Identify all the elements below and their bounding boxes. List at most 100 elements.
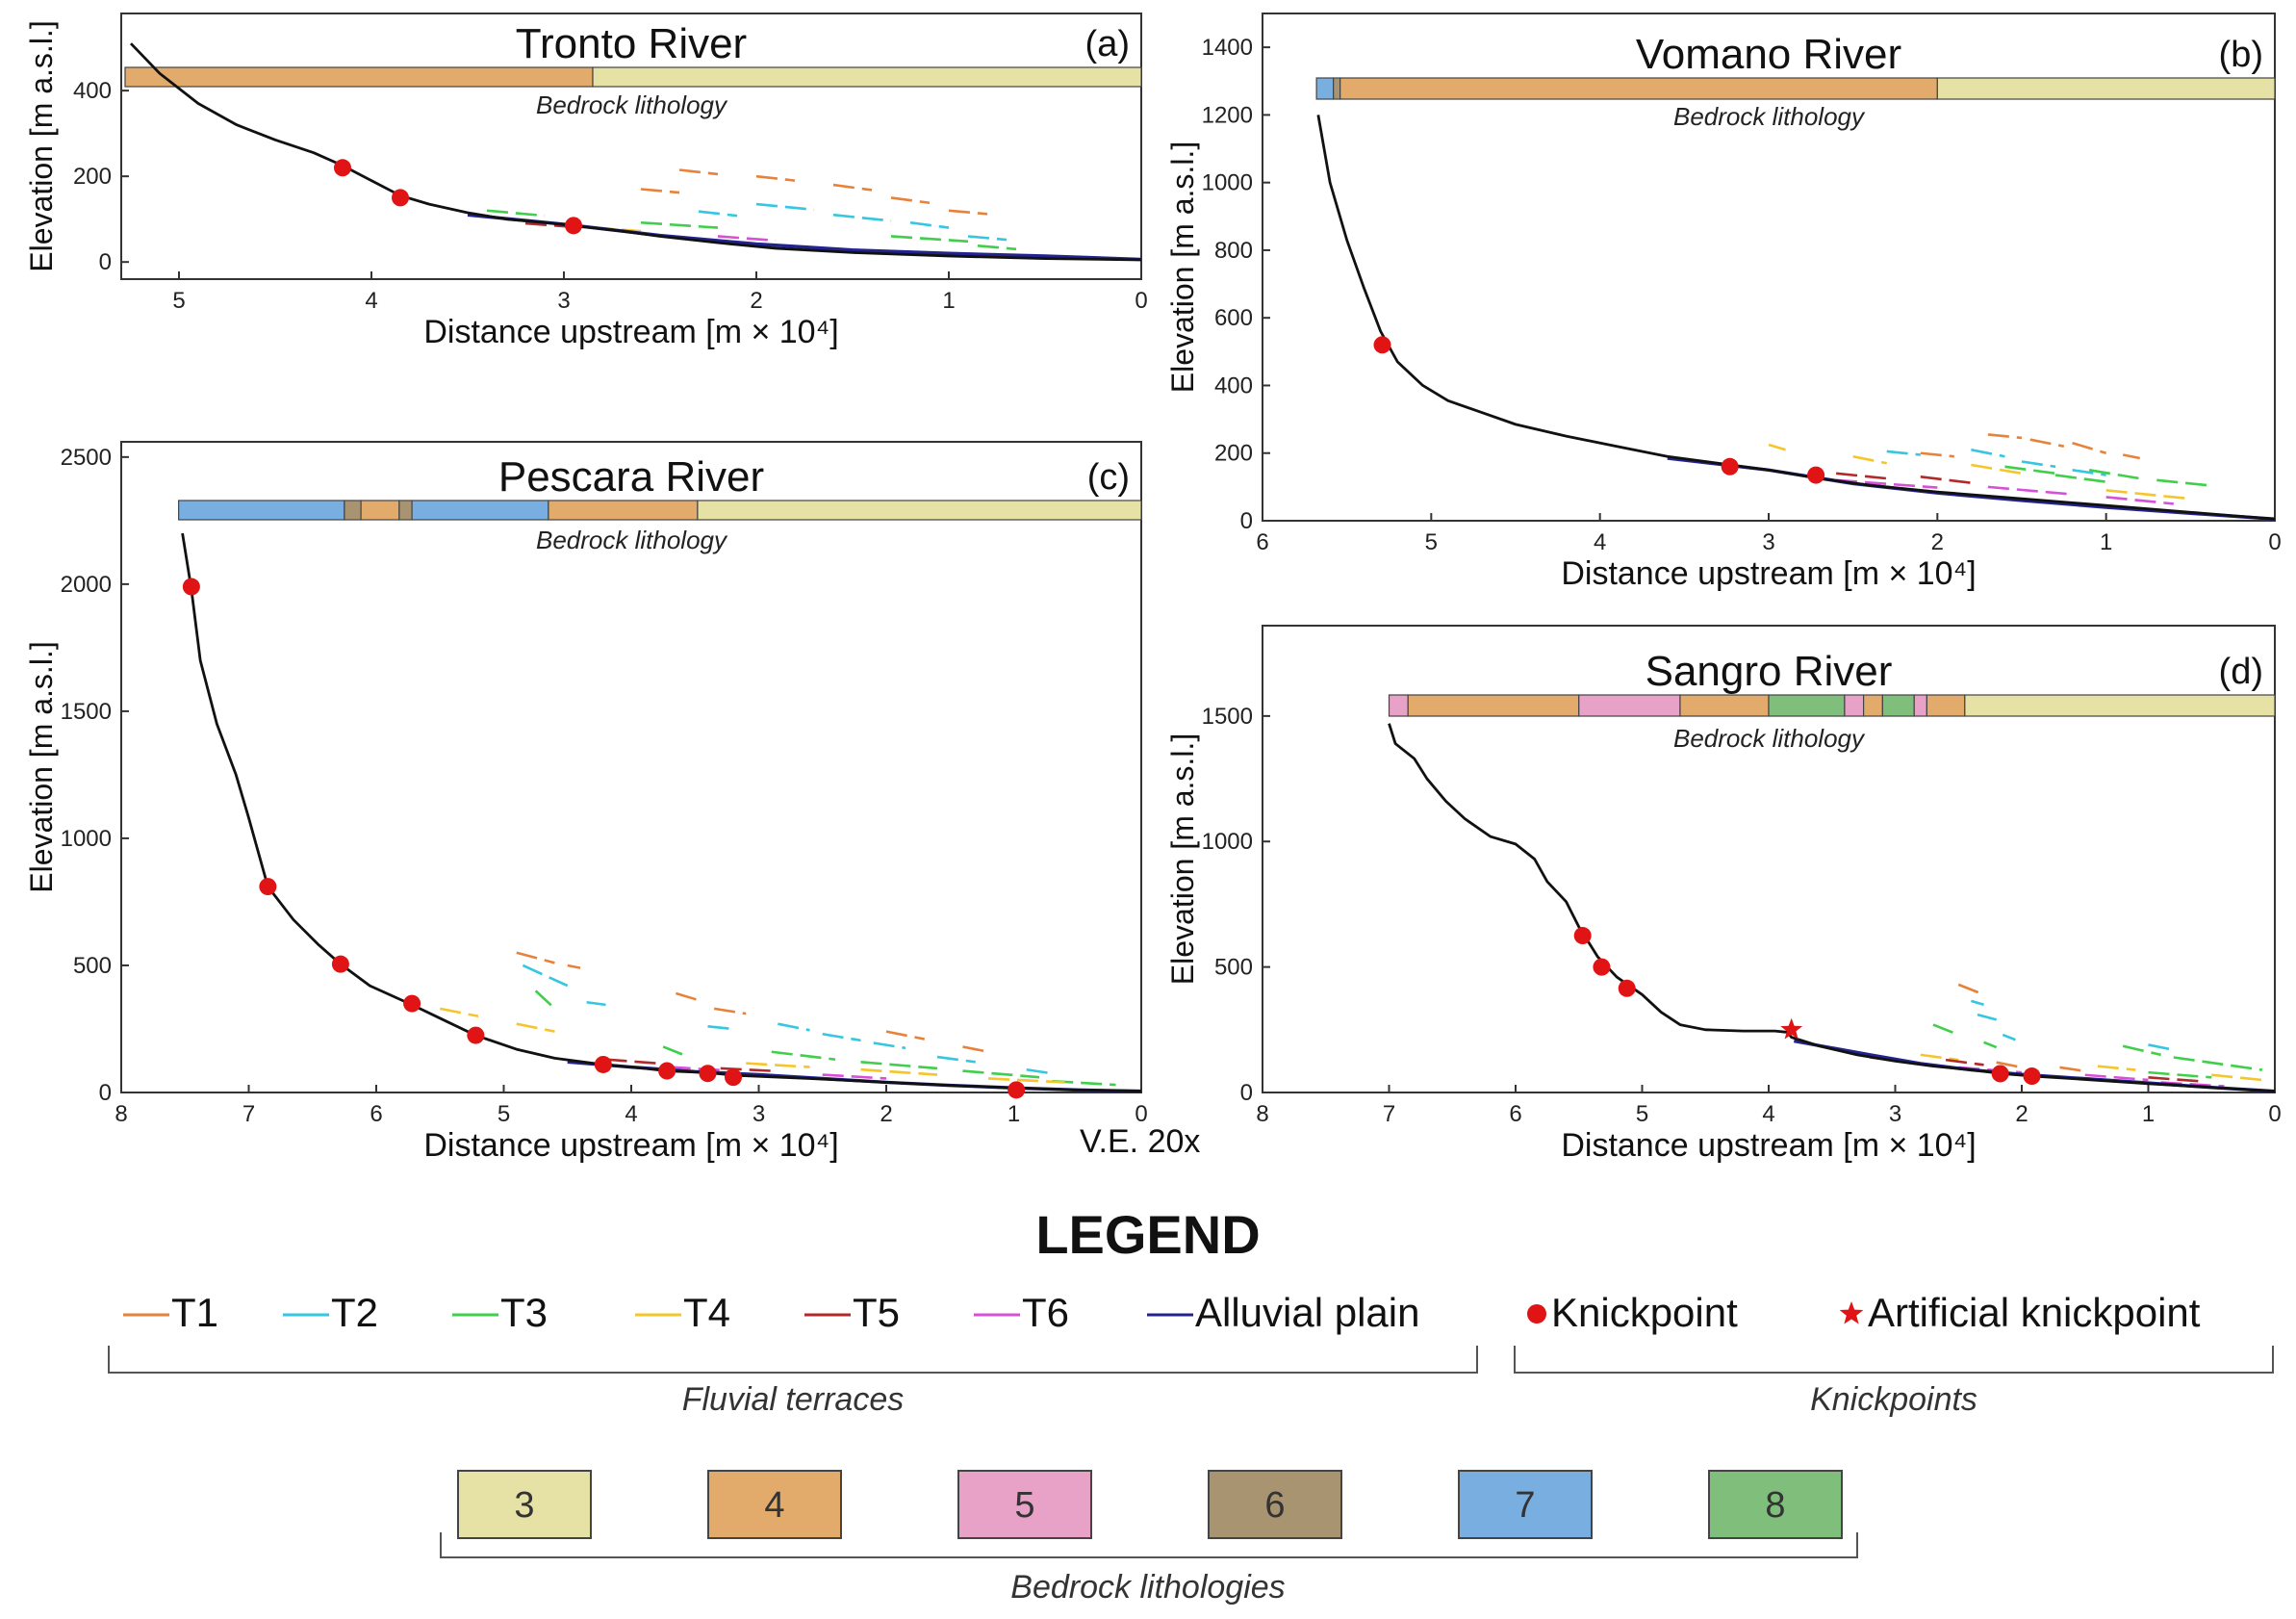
terrace-t4-segment — [1971, 463, 2023, 475]
terrace-t3-segment — [890, 235, 969, 244]
terrace-t2-segment — [2072, 469, 2106, 476]
fluvial-terraces-caption: Fluvial terraces — [682, 1381, 905, 1418]
legend-items: T1 T2 T3 T4 T5 T6 Alluvial plain Knickpoint Arti… — [123, 1290, 2201, 1335]
lithology-bar-segment — [1407, 694, 1580, 717]
x-tick-label: 5 — [1636, 1101, 1648, 1127]
y-tick-label: 1000 — [61, 826, 112, 852]
terrace-t4-segment — [2105, 489, 2191, 501]
terrace-t3-segment — [534, 989, 556, 1010]
terrace-t5-segment — [1836, 472, 1887, 480]
y-tick-label: 1500 — [1202, 704, 1253, 730]
legend-artificial-knickpoint-swatch — [1839, 1301, 1864, 1324]
x-tick-label: 3 — [1889, 1101, 1901, 1127]
x-tick-label: 4 — [1594, 529, 1606, 555]
terrace-t1-segment — [640, 188, 680, 194]
legend-t6-label: T6 — [1022, 1290, 1069, 1335]
terrace-t1-segment — [2122, 453, 2140, 460]
river-profile-line — [129, 42, 1142, 262]
chart-panels: Bedrock lithology Tronto River (a) 5 4 3 2 1 0 0 2… — [24, 13, 2282, 1164]
knickpoint-marker — [1593, 958, 1611, 976]
terrace-t1-segment — [2059, 1066, 2085, 1073]
knickpoints-bracket — [1514, 1346, 2274, 1374]
x-tick-label: 1 — [1008, 1101, 1020, 1127]
terrace-t2-segment — [909, 220, 950, 229]
lithology-bar-segment — [1315, 77, 1335, 100]
y-tick-label: 0 — [99, 1080, 112, 1106]
x-axis-label: Distance upstream [m × 10⁴] — [423, 1127, 838, 1164]
lithology-5-label: 5 — [1014, 1485, 1034, 1526]
x-tick-label: 0 — [1135, 288, 1147, 314]
y-tick-label: 1400 — [1202, 35, 1253, 61]
x-tick-label: 8 — [1256, 1101, 1268, 1127]
legend-knickpoint-label: Knickpoint — [1551, 1290, 1738, 1335]
x-tick-label: 4 — [625, 1101, 637, 1127]
knickpoint-marker — [1573, 927, 1592, 945]
terrace-t1-segment — [885, 1030, 926, 1041]
lithology-bar-segment — [124, 66, 594, 88]
terrace-t6-segment — [2084, 1073, 2149, 1082]
panel-title: Tronto River — [516, 20, 747, 67]
terrace-t1-segment — [832, 183, 873, 192]
y-tick-label: 200 — [1214, 441, 1253, 467]
y-tick-label: 1200 — [1202, 102, 1253, 128]
terrace-t2-segment — [873, 1041, 906, 1050]
y-tick-label: 1000 — [1202, 170, 1253, 196]
terrace-t2-segment — [778, 1022, 810, 1032]
y-tick-label: 500 — [1214, 955, 1253, 981]
lithology-3-label: 3 — [514, 1485, 534, 1526]
x-tick-label: 3 — [557, 288, 570, 314]
terrace-t6-segment — [2105, 496, 2174, 505]
y-axis-label: Elevation [m a.s.l.] — [24, 641, 59, 892]
terrace-t4-segment — [860, 1067, 938, 1076]
x-tick-label: 2 — [750, 288, 762, 314]
knickpoint-marker — [565, 217, 582, 235]
knickpoint-marker — [658, 1062, 676, 1080]
terrace-t3-segment — [662, 1045, 683, 1056]
lithology-7-label: 7 — [1515, 1485, 1535, 1526]
knickpoint-marker — [392, 189, 409, 207]
terrace-t1-segment — [755, 174, 796, 182]
knickpoint-marker — [1373, 336, 1391, 354]
x-tick-label: 7 — [242, 1101, 255, 1127]
y-tick-label: 800 — [1214, 238, 1253, 264]
y-tick-label: 0 — [1240, 508, 1253, 534]
x-tick-label: 0 — [2268, 1101, 2281, 1127]
knickpoint-marker — [1008, 1081, 1026, 1099]
x-axis-label: Distance upstream [m × 10⁴] — [423, 314, 838, 350]
panel-c: Bedrock lithology Pescara River (c) 8 7 6 5 4 3 2… — [24, 441, 1148, 1164]
knickpoint-marker — [1618, 979, 1636, 997]
legend-t2-label: T2 — [331, 1290, 378, 1335]
terrace-t6-segment — [1987, 485, 2073, 496]
terrace-t3-segment — [1932, 1023, 1959, 1037]
terrace-t1-segment — [567, 964, 581, 969]
x-axis-label: Distance upstream [m × 10⁴] — [1561, 555, 1976, 592]
knickpoint-marker — [331, 955, 349, 973]
x-tick-label: 6 — [1509, 1101, 1521, 1127]
terrace-t1-segment — [1987, 433, 2023, 440]
panel-title: Sangro River — [1645, 648, 1893, 695]
panel-label: (a) — [1085, 24, 1130, 64]
lithology-bar-segment — [548, 500, 699, 521]
x-tick-label: 6 — [370, 1101, 382, 1127]
plot-area — [120, 441, 1142, 1093]
y-tick-label: 600 — [1214, 305, 1253, 331]
knickpoint-marker — [1807, 466, 1825, 484]
y-tick-label: 1000 — [1202, 829, 1253, 855]
x-tick-label: 5 — [1425, 529, 1438, 555]
bedrock-lithology-caption: Bedrock lithology — [1673, 102, 1866, 131]
lithology-bar-segment — [344, 500, 362, 521]
lithology-bar-segment — [178, 500, 345, 521]
lithology-bar-segment — [1339, 77, 1938, 100]
bedrock-lithologies-bracket — [440, 1532, 1858, 1558]
lithology-5-swatch — [957, 1470, 1092, 1539]
terrace-t1-segment — [516, 951, 555, 964]
terrace-t2-segment — [1971, 448, 2005, 458]
bedrock-lithologies-caption: Bedrock lithologies — [1010, 1569, 1285, 1606]
knickpoint-marker — [1721, 457, 1739, 475]
y-tick-label: 0 — [1240, 1080, 1253, 1106]
lithology-6-swatch — [1208, 1470, 1342, 1539]
terrace-t3-segment — [860, 1061, 938, 1070]
lithology-6-label: 6 — [1264, 1485, 1285, 1526]
lithology-bar-segment — [1926, 694, 1966, 717]
